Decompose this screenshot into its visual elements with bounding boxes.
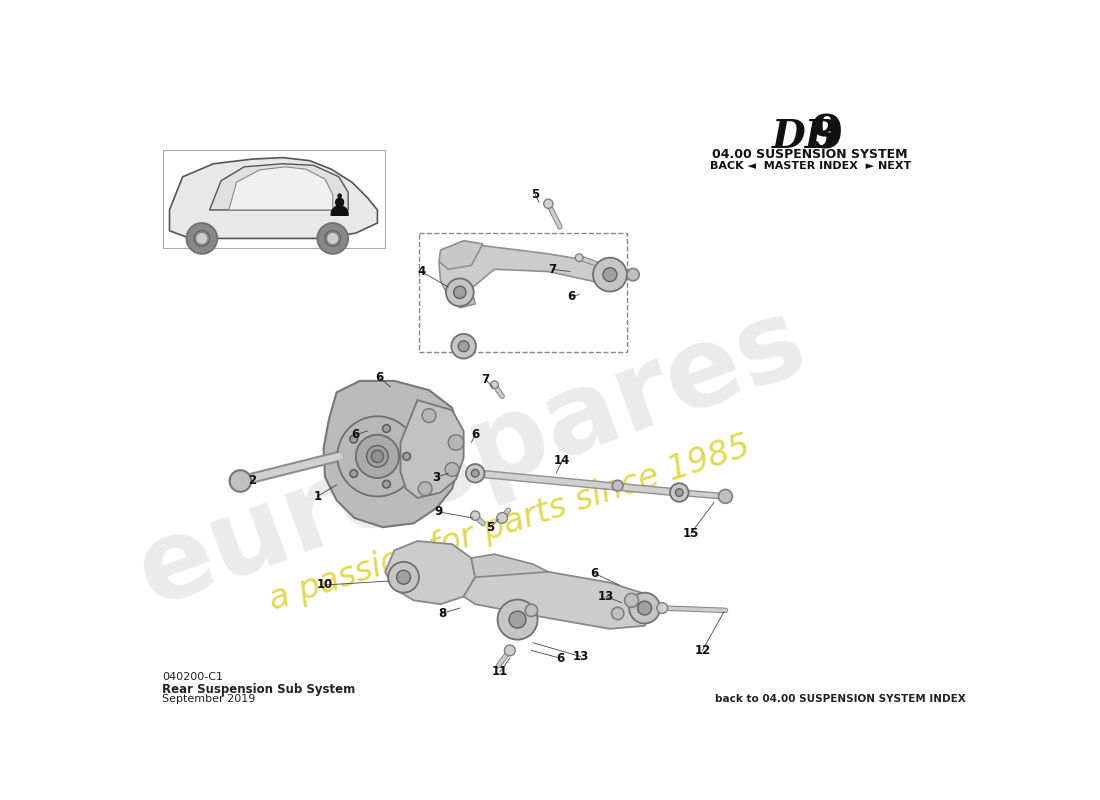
Circle shape bbox=[638, 601, 651, 615]
Circle shape bbox=[338, 416, 418, 496]
Circle shape bbox=[509, 611, 526, 628]
Polygon shape bbox=[229, 167, 332, 210]
Text: eurospares: eurospares bbox=[123, 287, 820, 628]
Text: 6: 6 bbox=[568, 290, 575, 302]
Text: Rear Suspension Sub System: Rear Suspension Sub System bbox=[162, 682, 355, 696]
Text: 10: 10 bbox=[317, 578, 333, 591]
Circle shape bbox=[446, 278, 474, 306]
Circle shape bbox=[718, 490, 733, 503]
Circle shape bbox=[670, 483, 689, 502]
Text: 8: 8 bbox=[438, 607, 447, 620]
Circle shape bbox=[453, 286, 466, 298]
Text: 13: 13 bbox=[598, 590, 614, 603]
Circle shape bbox=[497, 599, 538, 640]
Circle shape bbox=[471, 511, 480, 520]
Circle shape bbox=[449, 435, 464, 450]
Text: 3: 3 bbox=[432, 470, 441, 484]
Polygon shape bbox=[400, 400, 464, 498]
Text: 15: 15 bbox=[683, 527, 698, 540]
Circle shape bbox=[629, 593, 660, 623]
Text: 6: 6 bbox=[471, 428, 480, 442]
Circle shape bbox=[318, 223, 348, 254]
Circle shape bbox=[612, 607, 624, 620]
Text: 12: 12 bbox=[694, 644, 711, 657]
Circle shape bbox=[675, 489, 683, 496]
Polygon shape bbox=[464, 558, 654, 629]
Polygon shape bbox=[439, 242, 622, 308]
Text: 5: 5 bbox=[486, 521, 495, 534]
Circle shape bbox=[466, 464, 484, 482]
Circle shape bbox=[350, 435, 358, 443]
Circle shape bbox=[422, 409, 436, 422]
Circle shape bbox=[196, 232, 208, 245]
Text: 2: 2 bbox=[248, 474, 256, 487]
Text: back to 04.00 SUSPENSION SYSTEM INDEX: back to 04.00 SUSPENSION SYSTEM INDEX bbox=[715, 694, 966, 703]
Circle shape bbox=[355, 435, 399, 478]
Circle shape bbox=[471, 470, 480, 477]
Text: ♟: ♟ bbox=[326, 193, 353, 222]
Circle shape bbox=[625, 594, 638, 607]
Circle shape bbox=[543, 199, 553, 209]
Text: 7: 7 bbox=[548, 262, 557, 276]
Polygon shape bbox=[439, 241, 483, 270]
Text: 9: 9 bbox=[810, 113, 843, 159]
Circle shape bbox=[459, 341, 469, 352]
Polygon shape bbox=[169, 158, 377, 238]
Text: 6: 6 bbox=[352, 428, 360, 442]
Polygon shape bbox=[323, 381, 460, 527]
Text: 13: 13 bbox=[573, 650, 588, 663]
Circle shape bbox=[575, 254, 583, 262]
Bar bbox=[419, 233, 627, 353]
Bar bbox=[163, 150, 385, 249]
Circle shape bbox=[355, 435, 399, 478]
Circle shape bbox=[403, 453, 410, 460]
Text: 9: 9 bbox=[434, 506, 442, 518]
Text: 6: 6 bbox=[556, 651, 564, 665]
Circle shape bbox=[497, 513, 507, 523]
Circle shape bbox=[327, 232, 339, 245]
Circle shape bbox=[350, 470, 358, 478]
Circle shape bbox=[186, 223, 218, 254]
Text: 6: 6 bbox=[375, 370, 383, 383]
Text: 04.00 SUSPENSION SYSTEM: 04.00 SUSPENSION SYSTEM bbox=[713, 148, 908, 162]
Circle shape bbox=[627, 269, 639, 281]
Text: 7: 7 bbox=[481, 373, 490, 386]
Circle shape bbox=[366, 446, 388, 467]
Circle shape bbox=[230, 470, 251, 492]
Text: 11: 11 bbox=[492, 666, 508, 678]
Circle shape bbox=[446, 462, 459, 476]
Circle shape bbox=[451, 334, 476, 358]
Circle shape bbox=[505, 645, 515, 656]
Polygon shape bbox=[472, 554, 548, 578]
Text: 4: 4 bbox=[417, 265, 426, 278]
Circle shape bbox=[657, 602, 668, 614]
Circle shape bbox=[326, 230, 341, 246]
Text: 1: 1 bbox=[314, 490, 321, 503]
Circle shape bbox=[388, 562, 419, 593]
Circle shape bbox=[613, 480, 623, 491]
Circle shape bbox=[397, 570, 410, 584]
Circle shape bbox=[418, 482, 432, 496]
Circle shape bbox=[383, 425, 390, 432]
Circle shape bbox=[526, 604, 538, 617]
Circle shape bbox=[383, 480, 390, 488]
Text: 040200-C1: 040200-C1 bbox=[162, 672, 223, 682]
Circle shape bbox=[194, 230, 209, 246]
Polygon shape bbox=[209, 164, 348, 210]
Circle shape bbox=[603, 268, 617, 282]
Text: 6: 6 bbox=[591, 567, 598, 580]
Text: September 2019: September 2019 bbox=[162, 694, 255, 703]
Circle shape bbox=[593, 258, 627, 291]
Circle shape bbox=[371, 450, 384, 462]
Text: a passion for parts since 1985: a passion for parts since 1985 bbox=[265, 430, 755, 617]
Text: 5: 5 bbox=[531, 188, 539, 201]
Text: 14: 14 bbox=[554, 454, 571, 467]
Text: DB: DB bbox=[772, 118, 838, 155]
Polygon shape bbox=[385, 541, 475, 604]
Text: BACK ◄  MASTER INDEX  ► NEXT: BACK ◄ MASTER INDEX ► NEXT bbox=[710, 161, 911, 170]
Circle shape bbox=[491, 381, 498, 389]
